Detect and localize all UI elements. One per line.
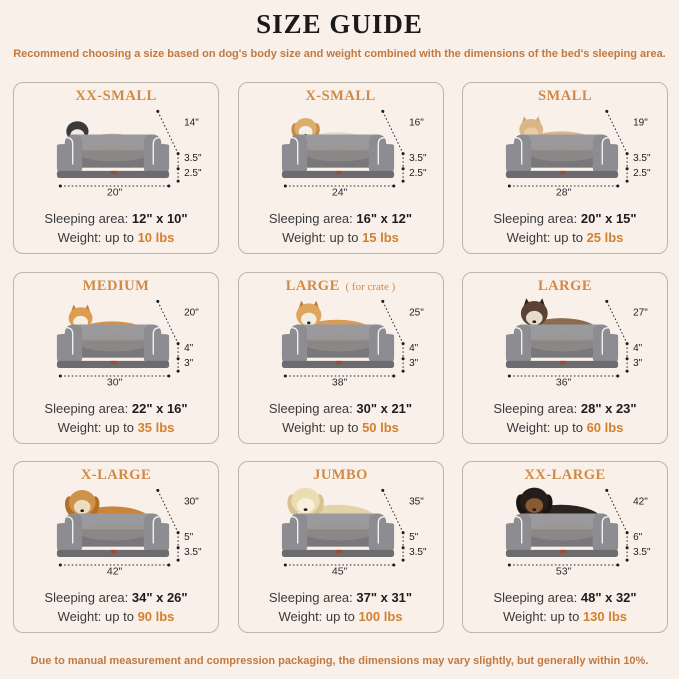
svg-text:25": 25" [409,307,424,318]
svg-text:19": 19" [633,117,648,128]
svg-text:30": 30" [107,376,123,388]
svg-text:20": 20" [184,307,199,318]
svg-text:3": 3" [633,358,643,369]
svg-text:4": 4" [184,343,194,354]
svg-text:42": 42" [107,565,123,577]
svg-text:3.5": 3.5" [409,547,427,558]
svg-text:4": 4" [409,343,419,354]
svg-text:3.5": 3.5" [184,153,202,164]
svg-text:38": 38" [331,376,347,388]
svg-text:5": 5" [184,532,194,543]
svg-text:2.5": 2.5" [633,168,651,179]
svg-text:5": 5" [409,532,419,543]
svg-text:53": 53" [556,565,572,577]
svg-text:3.5": 3.5" [184,547,202,558]
svg-text:4": 4" [633,343,643,354]
svg-text:42": 42" [633,496,648,507]
svg-text:3.5": 3.5" [633,153,651,164]
svg-text:14": 14" [184,117,199,128]
svg-text:24": 24" [331,186,347,198]
svg-text:35": 35" [409,496,424,507]
svg-text:3.5": 3.5" [409,153,427,164]
svg-text:2.5": 2.5" [409,168,427,179]
svg-text:28": 28" [556,186,572,198]
svg-text:3": 3" [409,358,419,369]
svg-text:30": 30" [184,496,199,507]
svg-text:2.5": 2.5" [184,168,202,179]
svg-text:3": 3" [184,358,194,369]
svg-text:6": 6" [633,532,643,543]
svg-text:27": 27" [633,307,648,318]
svg-text:3.5": 3.5" [633,547,651,558]
svg-text:45": 45" [331,565,347,577]
svg-text:36": 36" [556,376,572,388]
svg-text:16": 16" [409,117,424,128]
svg-text:20": 20" [107,186,123,198]
